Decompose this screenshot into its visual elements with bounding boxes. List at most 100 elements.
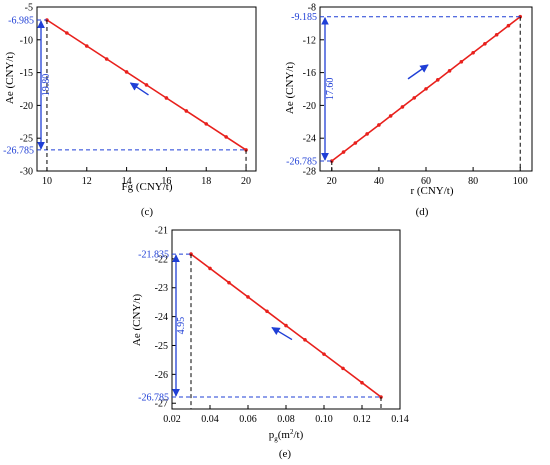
y-tick-label: -12 (303, 35, 316, 46)
x-tick-label: 14 (122, 176, 132, 187)
top-value-label: -9.185 (291, 12, 317, 23)
x-tick-label: 0.04 (201, 414, 219, 425)
data-point (284, 323, 288, 328)
plot-frame (171, 229, 401, 410)
data-point (506, 23, 511, 28)
data-point (124, 70, 129, 74)
difference-label: 19.80 (41, 74, 52, 97)
data-point (341, 150, 346, 154)
trend-arrow (407, 64, 429, 80)
data-point (388, 114, 393, 118)
top-value-label: -21.835 (138, 250, 169, 261)
data-point (365, 132, 369, 136)
data-point (144, 83, 149, 87)
data-point (412, 96, 417, 100)
y-tick-label: -25 (20, 134, 33, 145)
data-point (322, 352, 326, 356)
x-axis-label-main: p (269, 429, 275, 441)
top-value-label: -6.985 (8, 16, 34, 27)
data-point (104, 57, 109, 61)
x-tick-label: 0.08 (277, 414, 295, 425)
y-tick-label: -23 (155, 283, 168, 294)
data-point (353, 141, 358, 145)
x-axis-label: r (CNY/t) (410, 185, 453, 197)
data-point (341, 366, 345, 371)
y-tick-label: -10 (20, 35, 33, 46)
plot-frame (36, 6, 257, 172)
x-tick-label: 18 (201, 176, 211, 187)
data-point (184, 109, 189, 113)
data-point (471, 50, 475, 55)
data-point (435, 78, 440, 82)
y-tick-label: -28 (303, 167, 316, 178)
y-tick-label: -27 (155, 399, 168, 410)
difference-label: 4.95 (176, 317, 187, 335)
panel-label: (c) (141, 206, 154, 218)
y-tick-label: -20 (20, 101, 33, 112)
chart-panel-e: Ae (CNY/t) pg(m2/t) (e) 0.02 0.04 0.06 0.08… (131, 226, 409, 461)
panel-label: (d) (416, 206, 429, 218)
x-tick-label: 0.12 (353, 414, 371, 425)
x-tick-label: 0.06 (239, 414, 257, 425)
y-tick-label: -24 (303, 134, 316, 145)
data-point (494, 32, 499, 37)
data-point (400, 105, 405, 109)
x-axis-label-end: /t) (293, 429, 303, 441)
data-point (483, 41, 487, 46)
trend-arrow (271, 326, 293, 341)
chart-panel-d: Ae (CNY/t) r (CNY/t) (d) 20 40 60 80 100 -8 -1… (284, 3, 533, 218)
bottom-value-label: -26.785 (138, 393, 169, 404)
x-tick-label: 40 (374, 176, 384, 187)
data-point (459, 60, 464, 64)
y-axis-label: Ae (CNY/t) (284, 62, 296, 115)
x-tick-label: 80 (468, 176, 478, 187)
y-tick-label: -22 (155, 254, 168, 265)
y-tick-label: -30 (20, 167, 33, 178)
y-tick-label: -8 (308, 3, 316, 14)
data-point (164, 96, 169, 100)
data-point (208, 266, 212, 271)
x-axis-label-superscript: 2 (290, 428, 294, 436)
data-point (424, 87, 428, 91)
x-tick-label: 60 (421, 176, 431, 187)
y-axis-label: Ae (CNY/t) (4, 52, 16, 105)
panel-label: (e) (279, 448, 292, 460)
data-point (224, 135, 228, 139)
y-tick-label: -15 (20, 68, 33, 79)
chart-panel-c: Ae (CNY/t) Fg (CNY/t) (c) 10 12 14 16 18 20 -5… (3, 3, 257, 218)
y-tick-label: -5 (25, 3, 33, 14)
data-point (447, 69, 452, 73)
data-point (360, 380, 364, 385)
x-axis-label-subscript: g (274, 435, 278, 443)
data-point (84, 44, 89, 48)
data-point (227, 280, 231, 285)
x-tick-label: 20 (241, 176, 251, 187)
bottom-value-label: -26.785 (3, 145, 34, 156)
difference-label: 17.60 (325, 78, 336, 101)
data-point (265, 309, 269, 314)
x-axis-label: Fg (CNY/t) (121, 181, 172, 193)
x-tick-label: 100 (513, 176, 528, 187)
y-tick-label: -24 (155, 312, 168, 323)
data-point (303, 338, 307, 342)
y-axis-label: Ae (CNY/t) (131, 294, 143, 347)
y-tick-label: -16 (303, 68, 316, 79)
x-tick-label: 0.02 (163, 414, 181, 425)
x-tick-label: 20 (327, 176, 337, 187)
data-point (246, 295, 250, 299)
x-tick-label: 0.10 (315, 414, 333, 425)
x-tick-label: 16 (161, 176, 171, 187)
data-point (204, 122, 209, 126)
data-point (65, 31, 69, 35)
bottom-value-label: -26.785 (286, 157, 317, 168)
x-tick-label: 10 (42, 176, 52, 187)
y-tick-label: -20 (303, 101, 316, 112)
data-point (377, 123, 381, 127)
x-axis-label-rest: (m (278, 429, 291, 441)
x-axis-label: pg(m2/t) (269, 428, 304, 443)
y-tick-label: -25 (155, 341, 168, 352)
y-tick-label: -21 (155, 226, 168, 237)
x-tick-label: 0.14 (391, 414, 409, 425)
x-tick-label: 12 (82, 176, 92, 187)
